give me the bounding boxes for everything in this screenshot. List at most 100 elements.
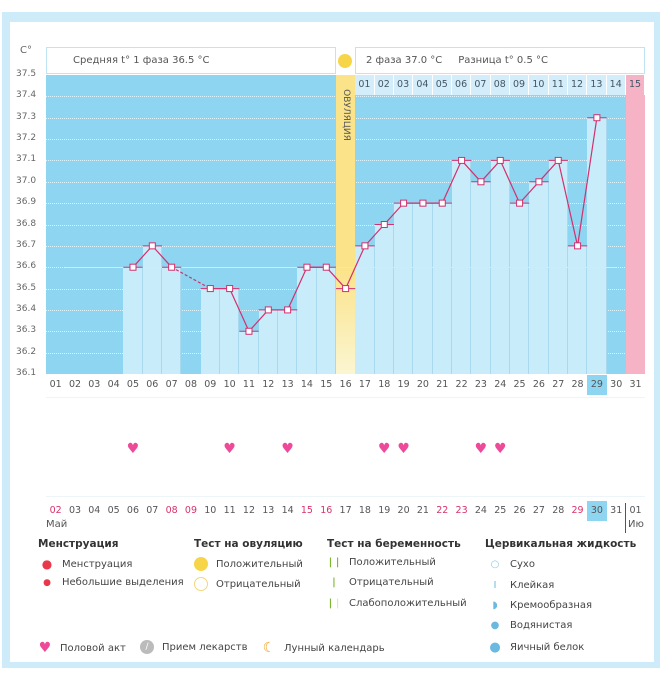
day-label[interactable]: 19 [397,379,410,390]
day-label[interactable]: 12 [262,379,275,390]
temperature-point[interactable] [226,285,234,293]
heart-icon[interactable]: ♥ [474,441,488,457]
date-label[interactable]: 29 [571,505,584,516]
temperature-point[interactable] [245,327,253,335]
day-label[interactable]: 16 [339,379,352,390]
date-label[interactable]: 02 [49,505,62,516]
date-label[interactable]: 30 [587,501,607,521]
date-label[interactable]: 13 [262,505,275,516]
date-label[interactable]: 05 [107,505,120,516]
temperature-point[interactable] [516,199,524,207]
temperature-point[interactable] [342,285,350,293]
day-label[interactable]: 29 [587,375,607,395]
temperature-bar [374,224,394,374]
temperature-point[interactable] [458,156,466,164]
day-label[interactable]: 04 [107,379,120,390]
temperature-point[interactable] [400,199,408,207]
temperature-point[interactable] [168,263,176,271]
temperature-point[interactable] [477,178,485,186]
temperature-point[interactable] [148,242,156,250]
day-label[interactable]: 18 [378,379,391,390]
day-label[interactable]: 03 [88,379,101,390]
date-label[interactable]: 21 [416,505,429,516]
heart-icon[interactable]: ♥ [126,441,140,457]
day-label[interactable]: 30 [610,379,623,390]
day-label[interactable]: 28 [571,379,584,390]
day-label[interactable]: 24 [494,379,507,390]
heart-icon[interactable]: ♥ [223,441,236,457]
date-label[interactable]: 19 [378,505,391,516]
temperature-bar [432,203,452,374]
date-label[interactable]: 18 [358,505,371,516]
temperature-point[interactable] [419,199,427,207]
day-label[interactable]: 09 [204,379,217,390]
temperature-bar [142,245,162,374]
date-label[interactable]: 17 [339,505,352,516]
date-label[interactable]: 04 [88,505,101,516]
day-label[interactable]: 10 [223,379,236,390]
date-label[interactable]: 31 [610,505,623,516]
date-label[interactable]: 26 [513,505,526,516]
date-label[interactable]: 12 [242,505,255,516]
day-label[interactable]: 01 [49,379,62,390]
date-label[interactable]: 08 [165,505,178,516]
temperature-point[interactable] [322,263,330,271]
date-label[interactable]: 14 [281,505,294,516]
temperature-point[interactable] [535,178,543,186]
day-label[interactable]: 25 [513,379,526,390]
date-label[interactable]: 06 [126,505,140,516]
heart-icon[interactable]: ♥ [281,441,294,457]
heart-icon[interactable]: ♥ [397,441,410,457]
temperature-bar [219,288,240,374]
temperature-point[interactable] [264,306,272,314]
legend-ovulation-title: Тест на овуляцию [194,538,303,550]
day-label[interactable]: 20 [416,379,429,390]
day-label[interactable]: 26 [532,379,545,390]
date-label[interactable]: 16 [320,505,333,516]
day-label[interactable]: 02 [68,379,82,390]
date-label[interactable]: 11 [223,505,236,516]
date-label[interactable]: 10 [204,505,217,516]
day-label[interactable]: 06 [146,379,159,390]
day-label[interactable]: 13 [281,379,294,390]
day-label[interactable]: 14 [300,379,313,390]
temperature-point[interactable] [554,156,562,164]
date-label[interactable]: 22 [436,505,449,516]
date-label[interactable]: 25 [494,505,507,516]
date-label[interactable]: 15 [300,505,313,516]
temperature-point[interactable] [574,242,582,250]
day-label[interactable]: 22 [455,379,468,390]
date-label[interactable]: 24 [474,505,487,516]
day-label[interactable]: 15 [320,379,333,390]
day-label[interactable]: 07 [165,379,178,390]
day-label[interactable]: 21 [436,379,449,390]
temperature-point[interactable] [593,114,601,122]
temperature-point[interactable] [303,263,311,271]
temperature-point[interactable] [129,263,137,271]
temperature-point[interactable] [284,306,292,314]
temperature-bar [509,203,530,374]
day-label[interactable]: 27 [552,379,565,390]
heart-icon[interactable]: ♥ [377,441,391,457]
day-label[interactable]: 31 [629,379,642,390]
date-label[interactable]: 27 [532,505,545,516]
day-label[interactable]: 17 [358,379,371,390]
date-label[interactable]: 28 [552,505,565,516]
date-label[interactable]: 23 [455,505,468,516]
temperature-point[interactable] [438,199,446,207]
temperature-point[interactable] [206,285,214,293]
day-label[interactable]: 23 [474,379,487,390]
date-label[interactable]: 09 [184,505,197,516]
day-label[interactable]: 08 [184,379,197,390]
temperature-bar [297,267,317,374]
temperature-point[interactable] [496,156,504,164]
date-label[interactable]: 01 [629,505,642,516]
date-label[interactable]: 20 [397,505,410,516]
day-label[interactable]: 11 [242,379,255,390]
temperature-point[interactable] [380,221,388,228]
date-label[interactable]: 07 [146,505,159,516]
day-label[interactable]: 05 [126,379,140,390]
temperature-point[interactable] [361,242,369,250]
heart-icon[interactable]: ♥ [493,441,507,457]
date-label[interactable]: 03 [68,505,82,516]
